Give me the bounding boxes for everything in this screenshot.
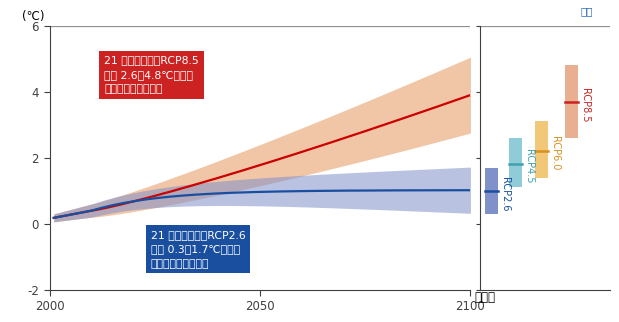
Text: (℃): (℃) [22, 10, 45, 23]
Text: RCP2.6: RCP2.6 [500, 177, 510, 211]
Bar [485, 168, 498, 214]
Text: RCP6.0: RCP6.0 [550, 136, 560, 170]
Text: RCP8.5: RCP8.5 [580, 88, 591, 122]
Text: 21 世紀末には、RCP8.5
では 2.6～4.8℃の上昇
となる可能性が高い: 21 世紀末には、RCP8.5 では 2.6～4.8℃の上昇 となる可能性が高い [104, 55, 199, 94]
Text: RCP4.5: RCP4.5 [524, 149, 534, 183]
Text: 21 世紀末には、RCP2.6
では 0.3～1.7℃の上昇
となる可能性が高い: 21 世紀末には、RCP2.6 では 0.3～1.7℃の上昇 となる可能性が高い [150, 230, 245, 269]
Bar [535, 121, 548, 178]
Bar [565, 65, 578, 138]
Text: 平均: 平均 [581, 6, 593, 16]
Bar [509, 138, 522, 187]
Text: （年）: （年） [475, 291, 496, 304]
